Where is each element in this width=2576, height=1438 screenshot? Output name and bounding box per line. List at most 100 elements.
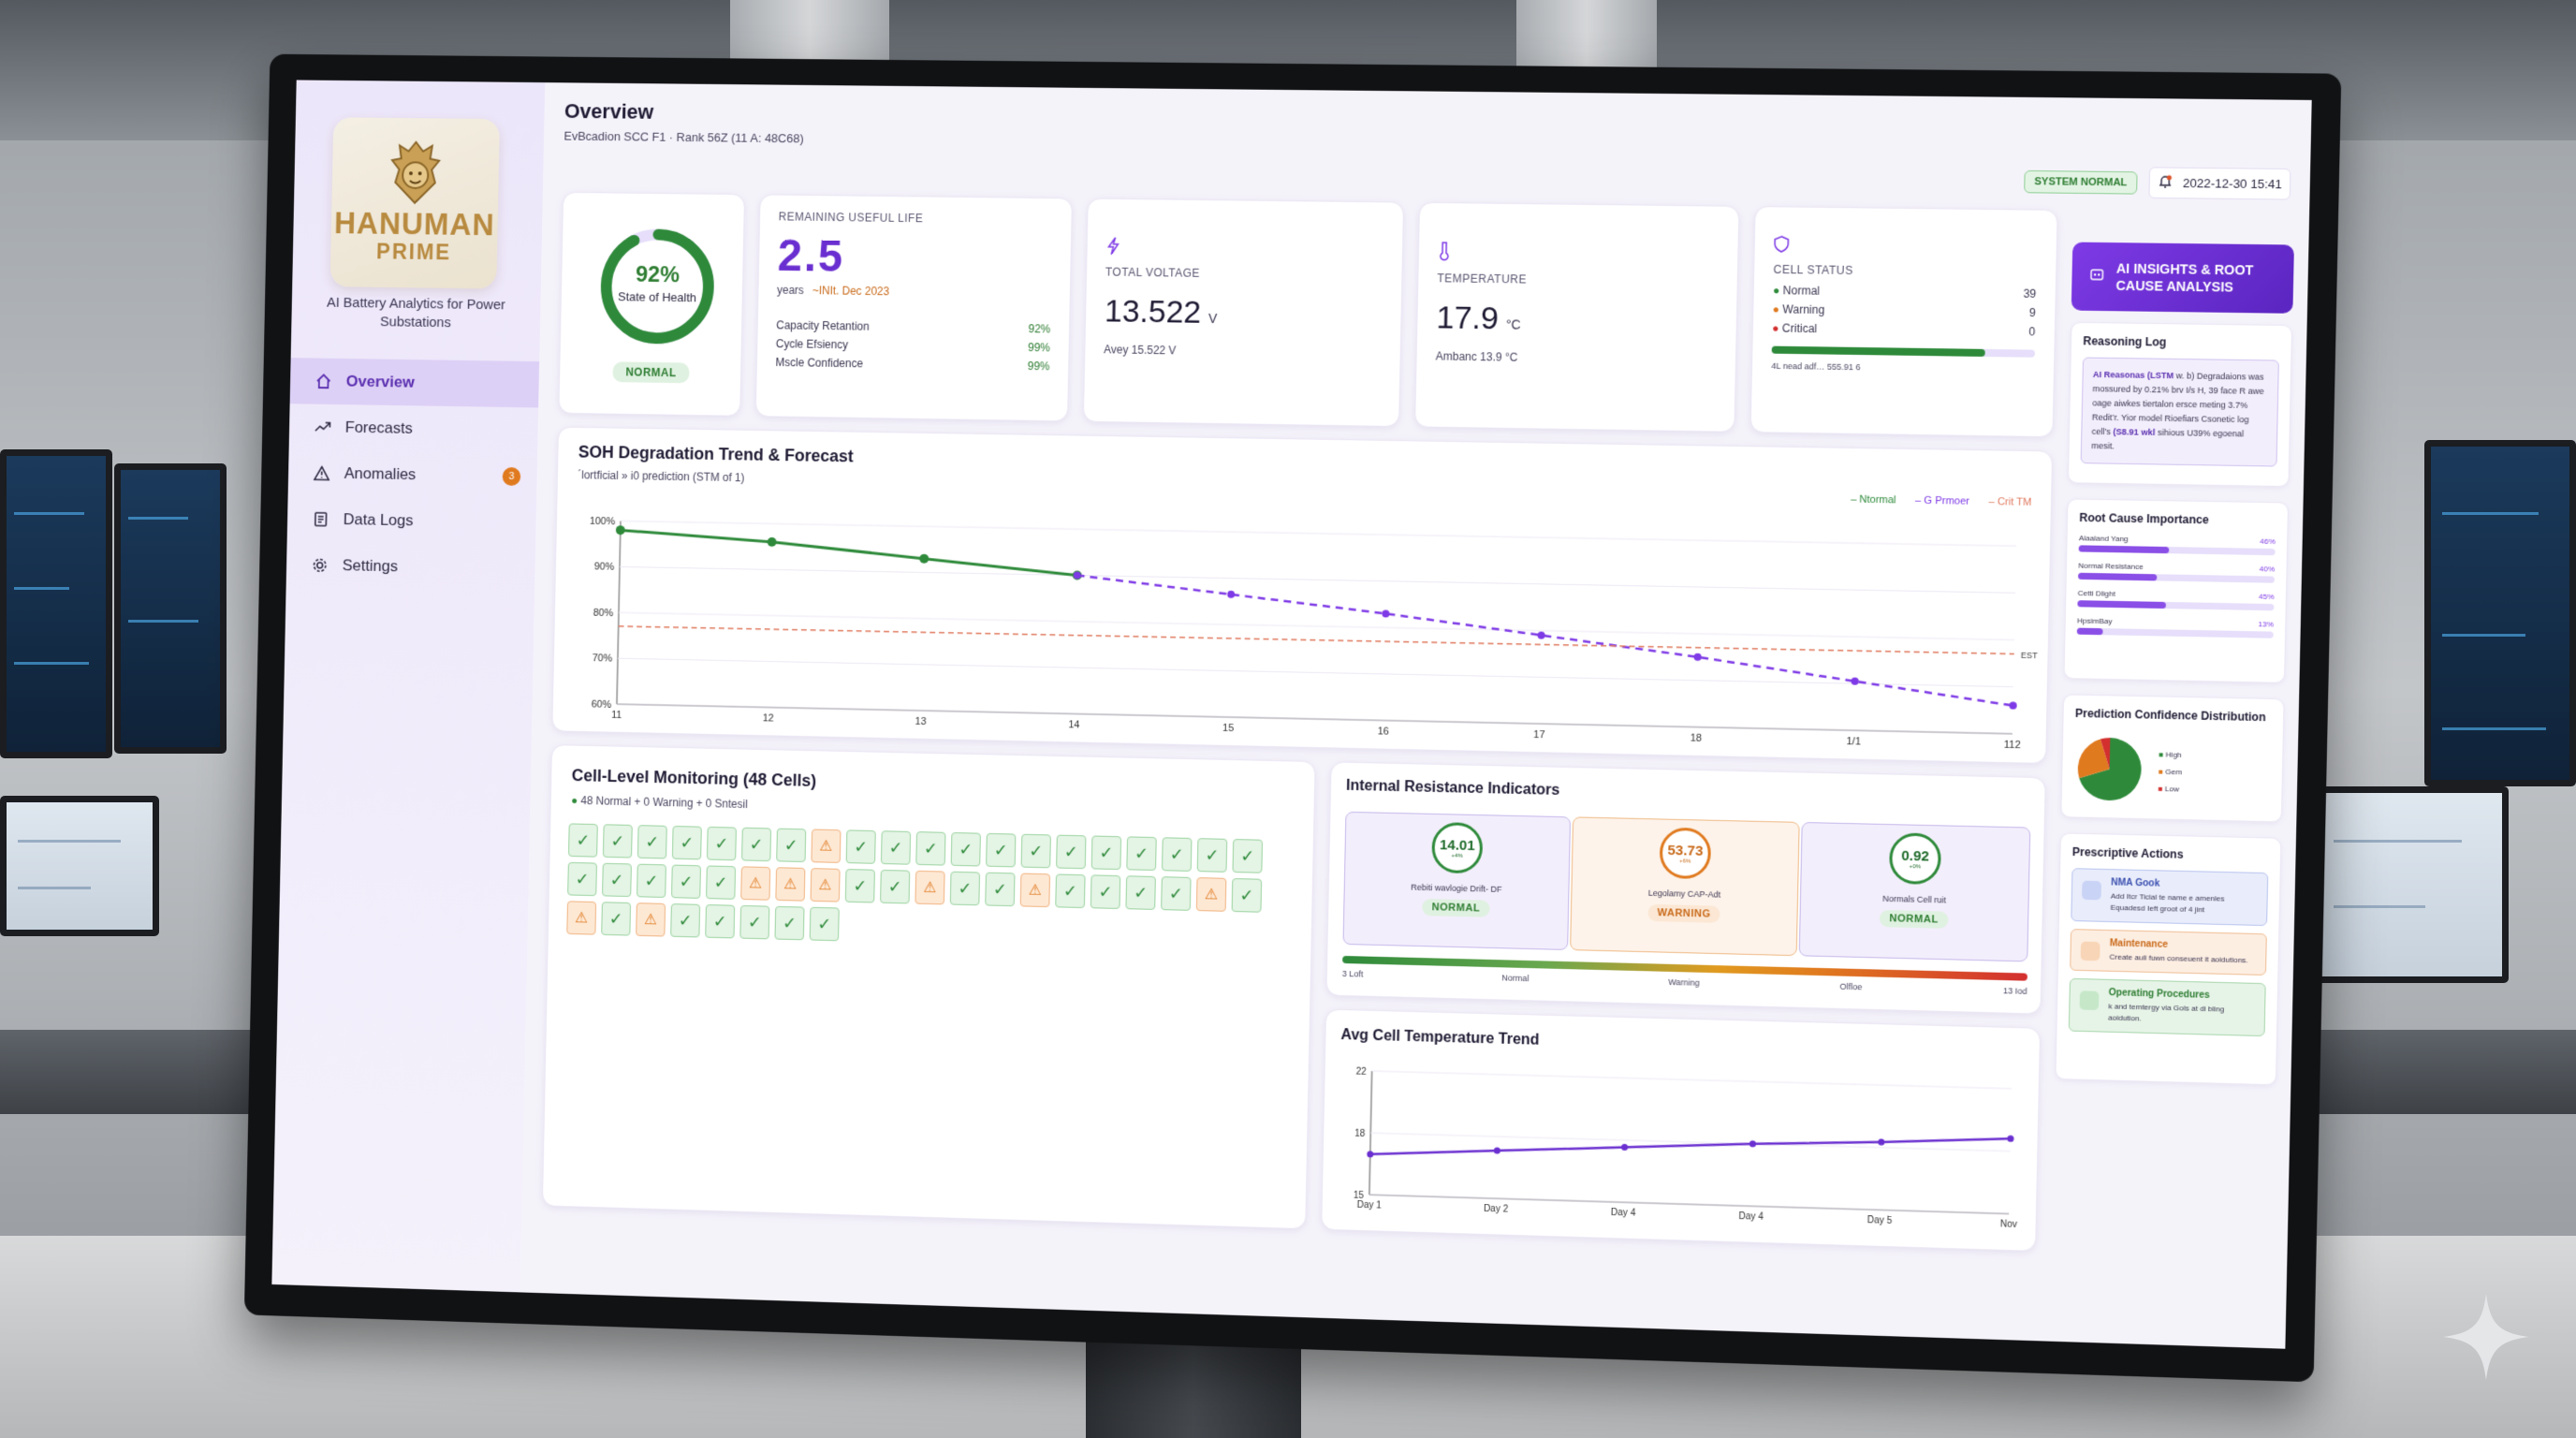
- x-tick-label: Nov: [2000, 1219, 2017, 1230]
- cell-normal[interactable]: ✓: [705, 904, 735, 938]
- wrench-icon: [2081, 942, 2100, 961]
- cell-warning[interactable]: ⚠: [811, 868, 841, 902]
- resistance-gauge: 53.73 +6%: [1660, 828, 1712, 880]
- reasoning-log-text: AI Reasonas (LSTM w. b) Degradaions was …: [2081, 358, 2279, 467]
- cell-normal[interactable]: ✓: [637, 825, 667, 858]
- series-line: [620, 530, 1078, 575]
- cell-normal[interactable]: ✓: [1232, 839, 1263, 873]
- bell-icon[interactable]: [2158, 174, 2174, 192]
- cell-normal[interactable]: ✓: [1090, 874, 1120, 909]
- sidebar-item-forecasts[interactable]: Forecasts: [289, 404, 539, 454]
- check-icon: ✓: [576, 869, 590, 888]
- prescriptive-actions-title: Prescriptive Actions: [2072, 845, 2269, 863]
- cell-normal[interactable]: ✓: [774, 906, 804, 940]
- rul-metrics: Capacity Retantion 92% Cycle Efsiency 99% …: [775, 318, 1050, 373]
- grid-line: [621, 521, 2016, 546]
- cell-normal[interactable]: ✓: [1091, 835, 1121, 870]
- warning-icon: ⚠: [644, 910, 657, 929]
- cell-normal[interactable]: ✓: [568, 823, 598, 857]
- series-line: [1370, 1121, 2011, 1173]
- cell-normal[interactable]: ✓: [741, 828, 771, 861]
- action-item[interactable]: Maintenance Create auli fuwn conseuent it…: [2070, 929, 2267, 976]
- cell-normal[interactable]: ✓: [881, 830, 911, 864]
- cell-warning[interactable]: ⚠: [636, 902, 666, 936]
- cell-normal[interactable]: ✓: [1126, 836, 1156, 871]
- main-content: Overview EvBcadion SCC F1 · Rank 56Z (11…: [520, 82, 2312, 1349]
- cell-warning[interactable]: ⚠: [1020, 873, 1050, 908]
- x-tick-label: Day 4: [1611, 1208, 1636, 1219]
- action-item[interactable]: NMA Gook Add Itcr Ticial te name e amenle…: [2071, 868, 2268, 926]
- status-dot-normal: ● Normal: [1773, 284, 1820, 298]
- data-point: [768, 537, 777, 547]
- check-icon: ✓: [994, 841, 1008, 860]
- rul-metric-row: Capacity Retantion 92%: [776, 318, 1050, 335]
- cell-normal[interactable]: ✓: [637, 864, 666, 898]
- cell-normal[interactable]: ✓: [776, 829, 806, 862]
- check-icon: ✓: [679, 911, 693, 931]
- cell-normal[interactable]: ✓: [672, 826, 702, 859]
- cell-normal[interactable]: ✓: [602, 863, 632, 897]
- resistance-label: Normals Cell ruit: [1801, 891, 2028, 908]
- cell-warning[interactable]: ⚠: [811, 829, 841, 862]
- cell-normal[interactable]: ✓: [1162, 837, 1193, 872]
- cell-normal[interactable]: ✓: [670, 903, 700, 937]
- sidebar-item-anomalies[interactable]: Anomalies 3: [288, 449, 537, 500]
- cell-normal[interactable]: ✓: [810, 907, 840, 941]
- cell-normal[interactable]: ✓: [846, 829, 876, 863]
- check-icon: ✓: [1134, 844, 1149, 863]
- rul-note: ~INIt. Dec 2023: [812, 284, 889, 298]
- cell-normal[interactable]: ✓: [880, 870, 910, 904]
- data-point: [1382, 609, 1389, 617]
- grid-line: [617, 704, 2012, 734]
- cell-normal[interactable]: ✓: [707, 827, 737, 860]
- check-icon: ✓: [1134, 883, 1148, 902]
- cell-normal[interactable]: ✓: [1197, 838, 1228, 873]
- cell-normal[interactable]: ✓: [601, 902, 631, 935]
- voltage-unit: V: [1208, 311, 1218, 326]
- background-monitor: [0, 449, 112, 758]
- timestamp-box[interactable]: 2022-12-30 15:41: [2149, 167, 2291, 199]
- y-tick-label: 60%: [592, 698, 612, 710]
- cell-normal[interactable]: ✓: [603, 824, 633, 858]
- resistance-label: Legolamy CAP-Adt: [1572, 886, 1797, 902]
- cell-normal[interactable]: ✓: [1055, 873, 1085, 908]
- temperature-value: 17.9: [1436, 300, 1499, 336]
- cell-normal[interactable]: ✓: [739, 905, 769, 939]
- cell-normal[interactable]: ✓: [567, 862, 597, 896]
- rul-kicker: REMAINING USEFUL LIFE: [779, 210, 1053, 227]
- cell-normal[interactable]: ✓: [671, 865, 701, 899]
- rul-metric-row: Cycle Efsiency 99%: [776, 337, 1050, 354]
- cell-warning[interactable]: ⚠: [915, 871, 944, 905]
- cell-warning[interactable]: ⚠: [775, 867, 805, 901]
- cell-normal[interactable]: ✓: [1125, 875, 1155, 910]
- check-icon: ✓: [1064, 842, 1078, 861]
- sidebar-item-overview[interactable]: Overview: [290, 358, 540, 407]
- x-tick-label: 12: [763, 712, 774, 724]
- cell-status-row: ● Warning 9: [1772, 302, 2035, 319]
- cell-normal[interactable]: ✓: [915, 831, 945, 866]
- cell-warning[interactable]: ⚠: [1196, 877, 1227, 912]
- action-item[interactable]: Operating Procedures k and temtergy via G…: [2069, 978, 2266, 1036]
- ai-insights-header[interactable]: AI INSIGHTS & ROOT CAUSE ANALYSIS: [2071, 242, 2294, 314]
- cell-normal[interactable]: ✓: [951, 832, 981, 867]
- cell-normal[interactable]: ✓: [1232, 878, 1263, 913]
- cell-grid: ✓ ✓ ✓ ✓ ✓ ✓ ✓ ⚠ ✓ ✓ ✓ ✓ ✓ ✓ ✓ ✓ ✓ ✓ ✓ ✓ ✓ ✓ ✓ ✓ ✓ ⚠ ⚠ ⚠ ✓ ✓ ⚠ ✓ ✓ ⚠ ✓ ✓ ✓ ✓ ⚠ ✓…: [566, 823, 1287, 952]
- cell-normal[interactable]: ✓: [986, 833, 1016, 868]
- sidebar-item-settings[interactable]: Settings: [286, 542, 535, 593]
- check-icon: ✓: [680, 833, 694, 853]
- cell-normal[interactable]: ✓: [845, 869, 875, 902]
- cell-normal[interactable]: ✓: [1056, 835, 1086, 870]
- cell-normal[interactable]: ✓: [950, 872, 980, 906]
- cell-normal[interactable]: ✓: [706, 865, 736, 899]
- soh-value: 92%: [598, 261, 717, 288]
- voltage-kicker: TOTAL VOLTAGE: [1105, 266, 1383, 283]
- confidence-title: Prediction Confidence Distribution: [2075, 707, 2272, 725]
- cell-warning[interactable]: ⚠: [566, 901, 596, 934]
- sidebar-item-data-logs[interactable]: Data Logs: [287, 495, 536, 546]
- cell-normal[interactable]: ✓: [985, 873, 1015, 907]
- cell-normal[interactable]: ✓: [1161, 876, 1192, 911]
- prescriptive-actions-card: Prescriptive Actions NMA Gook Add Itcr Ti…: [2055, 832, 2281, 1085]
- cell-warning[interactable]: ⚠: [740, 866, 770, 900]
- root-cause-title: Root Cause Importance: [2079, 511, 2276, 528]
- cell-normal[interactable]: ✓: [1021, 834, 1051, 869]
